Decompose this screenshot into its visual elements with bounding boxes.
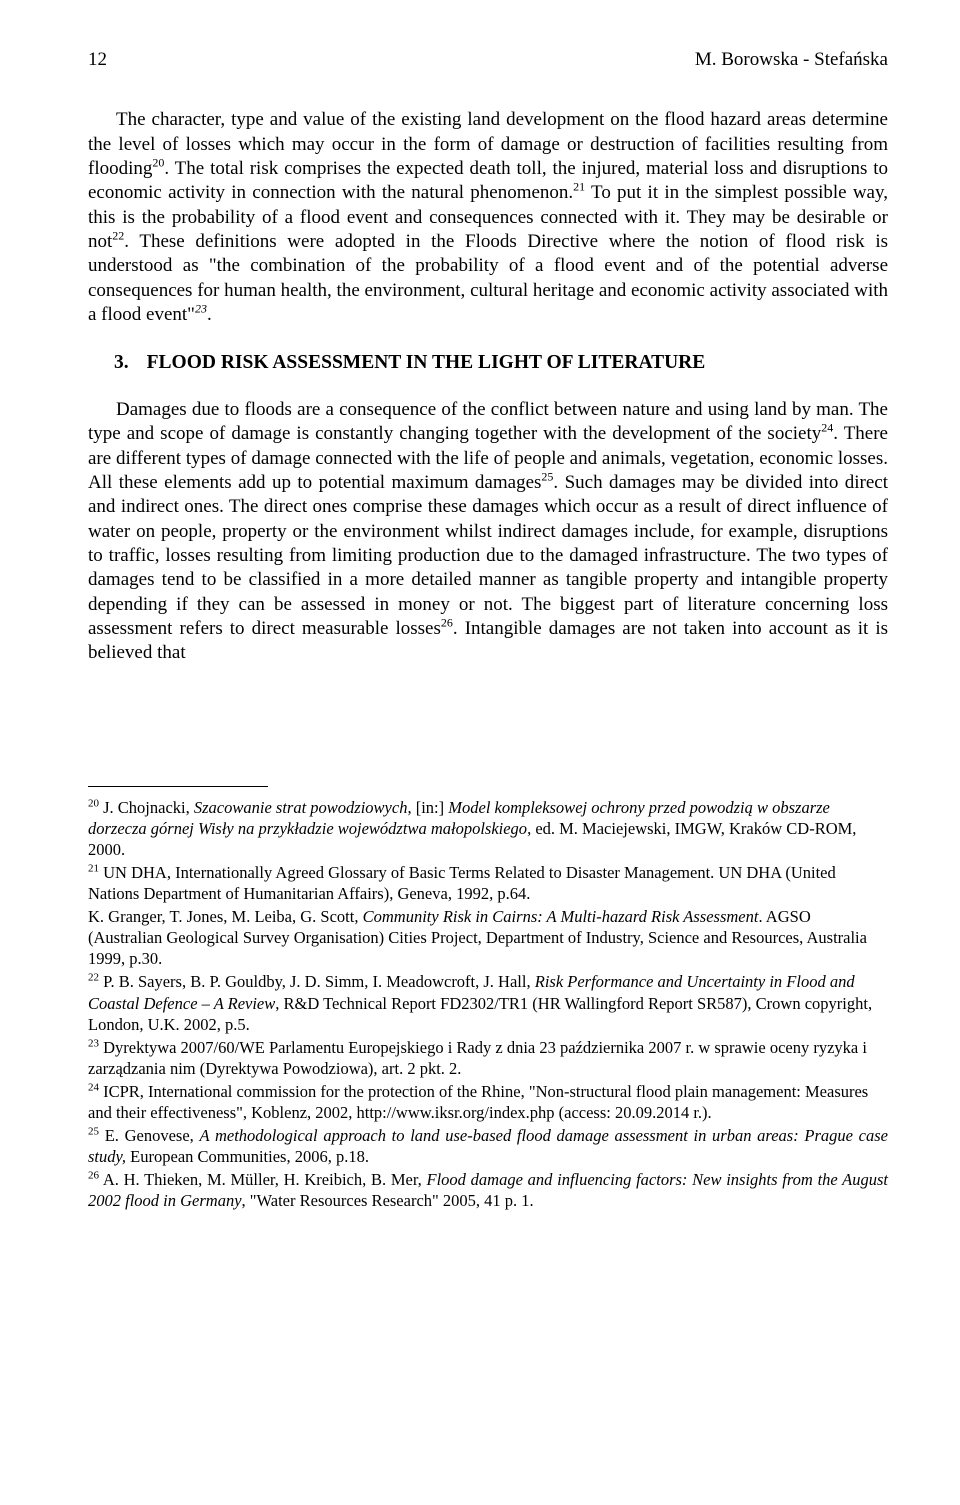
body-paragraph-2: Damages due to floods are a consequence … [88, 398, 888, 665]
footnote-number: 25 [88, 1126, 99, 1138]
section-title: FLOOD RISK ASSESSMENT IN THE LIGHT OF LI… [147, 352, 706, 373]
footnote-text: J. Chojnacki, [99, 798, 194, 817]
para2-text-c: . Such damages may be divided into direc… [88, 472, 888, 639]
footnote-text: , [in:] [407, 798, 448, 817]
running-head-author: M. Borowska - Stefańska [695, 48, 888, 72]
footnote-text: K. Granger, T. Jones, M. Leiba, G. Scott… [88, 907, 363, 926]
footnote-text: ICPR, International commission for the p… [88, 1082, 868, 1122]
footnote-number: 23 [88, 1037, 99, 1049]
footnote-ref-21: 21 [573, 180, 585, 194]
footnote-italic: Szacowanie strat powodziowych [194, 798, 408, 817]
running-header: 12 M. Borowska - Stefańska [88, 48, 888, 72]
footnotes-block: 20 J. Chojnacki, Szacowanie strat powodz… [88, 797, 888, 1212]
footnote-21-cont: K. Granger, T. Jones, M. Leiba, G. Scott… [88, 906, 888, 969]
footnote-number: 21 [88, 862, 99, 874]
body-paragraph-1: The character, type and value of the exi… [88, 108, 888, 327]
para2-text-a: Damages due to floods are a consequence … [88, 399, 888, 444]
section-number: 3. [114, 352, 129, 373]
footnote-text: Dyrektywa 2007/60/WE Parlamentu Europejs… [88, 1038, 867, 1078]
footnote-text: E. Genovese, [99, 1126, 200, 1145]
footnote-22: 22 P. B. Sayers, B. P. Gouldby, J. D. Si… [88, 971, 888, 1034]
footnote-25: 25 E. Genovese, A methodological approac… [88, 1125, 888, 1167]
footnote-ref-23: 23 [195, 301, 207, 315]
footnote-number: 22 [88, 972, 99, 984]
footnote-ref-25: 25 [541, 470, 553, 484]
footnote-number: 20 [88, 797, 99, 809]
para1-text-e: . [207, 304, 212, 325]
footnote-text: UN DHA, Internationally Agreed Glossary … [88, 863, 836, 903]
footnote-italic: Community Risk in Cairns: A Multi-hazard… [363, 907, 759, 926]
footnote-ref-26: 26 [441, 616, 453, 630]
footnote-ref-24: 24 [821, 421, 833, 435]
footnote-ref-22: 22 [112, 229, 124, 243]
footnote-number: 26 [88, 1170, 99, 1182]
footnote-26: 26 A. H. Thieken, M. Müller, H. Kreibich… [88, 1169, 888, 1211]
section-heading: 3. FLOOD RISK ASSESSMENT IN THE LIGHT OF … [114, 351, 888, 376]
footnote-23: 23 Dyrektywa 2007/60/WE Parlamentu Europ… [88, 1037, 888, 1079]
page-number: 12 [88, 48, 107, 72]
footnote-text: , "Water Resources Research" 2005, 41 p.… [242, 1191, 534, 1210]
footnote-20: 20 J. Chojnacki, Szacowanie strat powodz… [88, 797, 888, 860]
footnote-text: A. H. Thieken, M. Müller, H. Kreibich, B… [99, 1170, 427, 1189]
footnote-text: European Communities, 2006, p.18. [126, 1147, 369, 1166]
footnote-ref-20: 20 [152, 156, 164, 170]
footnote-number: 24 [88, 1081, 99, 1093]
footnote-21: 21 UN DHA, Internationally Agreed Glossa… [88, 862, 888, 904]
footnote-24: 24 ICPR, International commission for th… [88, 1081, 888, 1123]
footnote-separator [88, 786, 268, 787]
footnote-text: P. B. Sayers, B. P. Gouldby, J. D. Simm,… [99, 972, 535, 991]
